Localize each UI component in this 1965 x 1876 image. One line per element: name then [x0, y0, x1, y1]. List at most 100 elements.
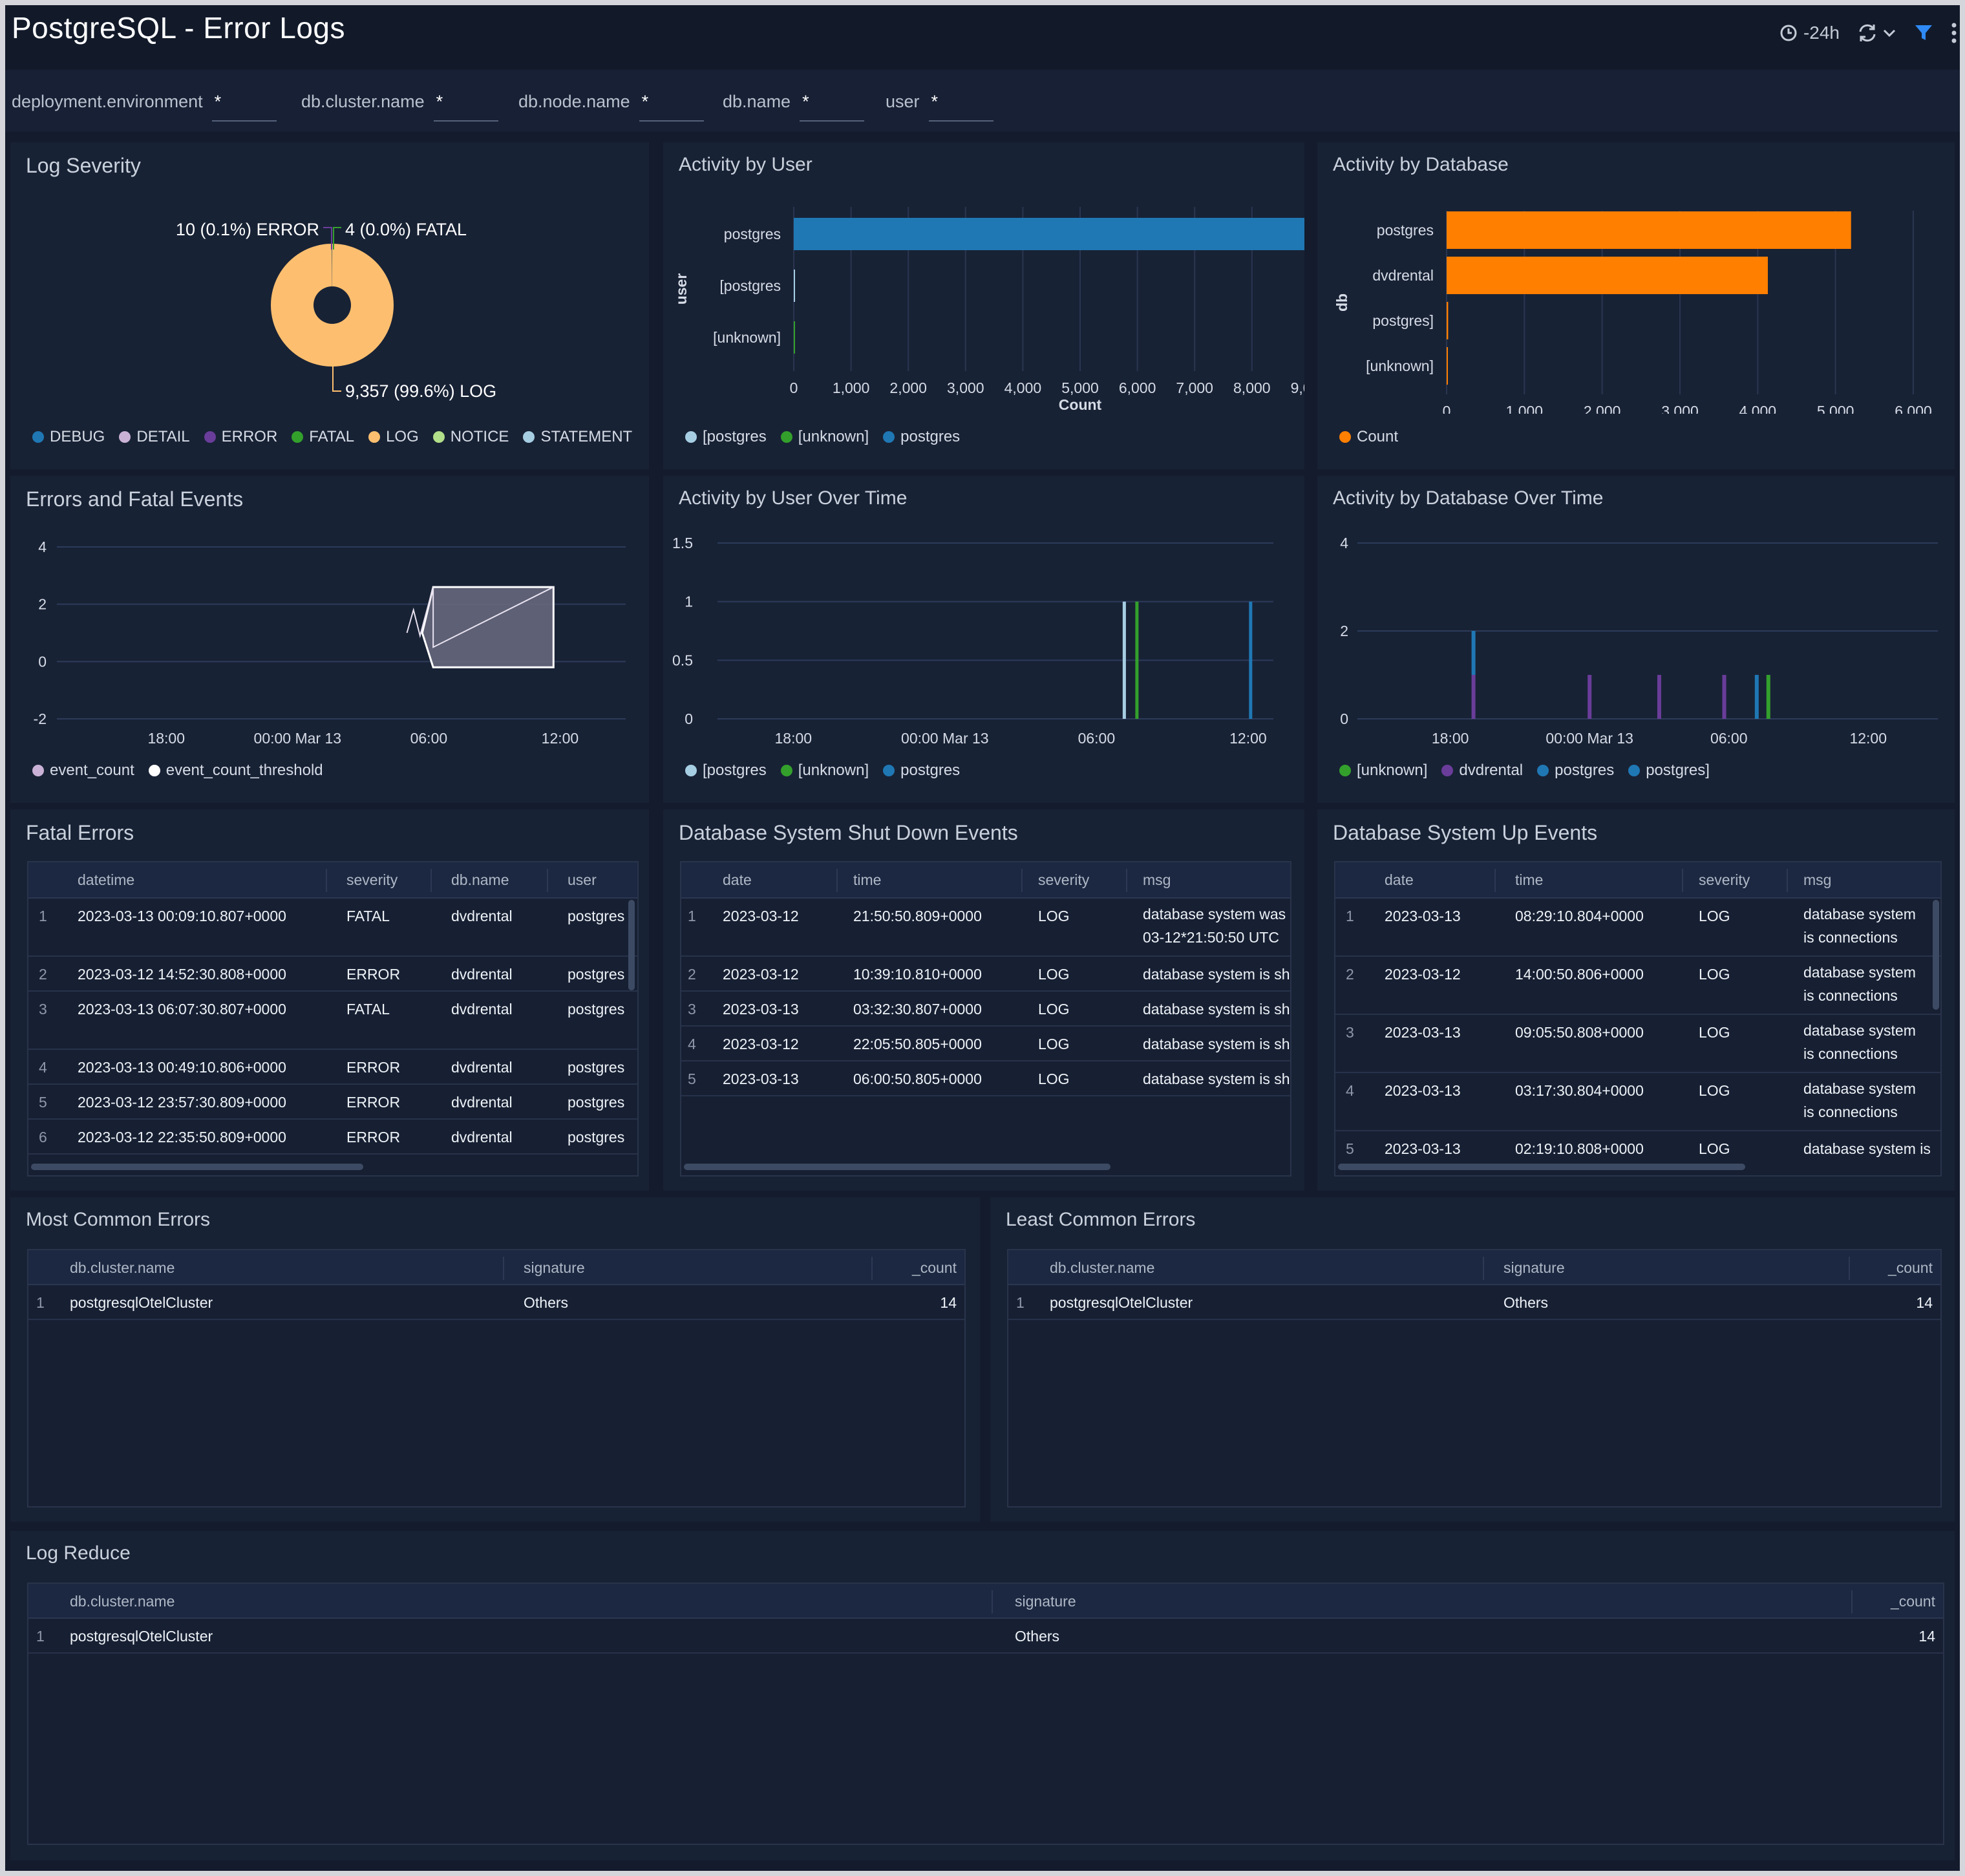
horizontal-scrollbar[interactable]	[684, 1164, 1110, 1170]
vertical-scrollbar[interactable]	[1933, 900, 1939, 1010]
legend-label: postgres	[900, 428, 961, 445]
legend-item[interactable]: Count	[1339, 428, 1398, 446]
legend-item[interactable]: [unknown]	[780, 762, 869, 780]
column-header-date[interactable]: date	[723, 871, 752, 888]
table-row[interactable]: 5 2023-03-13 02:19:10.808+0000 LOG datab…	[1335, 1131, 1940, 1166]
legend-item[interactable]: postgres]	[1628, 762, 1710, 780]
legend-item[interactable]: DETAIL	[119, 428, 190, 446]
y-tick-label: 1	[685, 593, 693, 610]
filter-user[interactable]: user *	[886, 92, 993, 122]
legend-item[interactable]: postgres	[883, 428, 960, 446]
column-header-severity[interactable]: severity	[1699, 871, 1750, 888]
table-row[interactable]: 2 2023-03-12 14:00:50.806+0000 LOG datab…	[1335, 957, 1940, 1015]
filter-value-input[interactable]: *	[433, 92, 498, 122]
table-row[interactable]: 1 2023-03-13 00:09:10.807+0000 FATAL dvd…	[28, 899, 637, 957]
column-header-db-cluster-name[interactable]: db.cluster.name	[70, 1593, 175, 1610]
filter-value-input[interactable]: *	[211, 92, 277, 122]
table-row[interactable]: 4 2023-03-12 22:05:50.805+0000 LOG datab…	[681, 1027, 1290, 1061]
table-row[interactable]: 1 postgresqlOtelCluster Others 14	[28, 1619, 1943, 1654]
filter-value-input[interactable]: *	[639, 92, 704, 122]
column-header-signature[interactable]: signature	[1015, 1593, 1076, 1610]
panel-most-common-errors: Most Common Errors db.cluster.name signa…	[10, 1197, 980, 1522]
legend-dot	[148, 765, 160, 776]
column-header-time[interactable]: time	[1515, 871, 1544, 888]
column-header-datetime[interactable]: datetime	[78, 871, 135, 888]
legend-item[interactable]: [postgres	[685, 428, 767, 446]
column-header-user[interactable]: user	[568, 871, 597, 888]
column-header-severity[interactable]: severity	[1038, 871, 1090, 888]
cell-date: 2023-03-12	[723, 966, 799, 983]
column-header-count[interactable]: _count	[1887, 1259, 1933, 1276]
row-index: 4	[39, 1059, 47, 1076]
table-row[interactable]: 3 2023-03-13 03:32:30.807+0000 LOG datab…	[681, 992, 1290, 1027]
refresh-button[interactable]	[1856, 23, 1896, 43]
legend-item[interactable]: NOTICE	[432, 428, 509, 446]
legend-item[interactable]: DEBUG	[32, 428, 105, 446]
table-row[interactable]: 3 2023-03-13 09:05:50.808+0000 LOG datab…	[1335, 1015, 1940, 1073]
column-header-msg[interactable]: msg	[1143, 871, 1171, 888]
column-header-msg[interactable]: msg	[1803, 871, 1832, 888]
table-row[interactable]: 5 2023-03-12 23:57:30.809+0000 ERROR dvd…	[28, 1085, 637, 1120]
column-header-db-name[interactable]: db.name	[451, 871, 509, 888]
y-category-label: [unknown]	[1366, 357, 1434, 374]
table-row[interactable]: 4 2023-03-13 00:49:10.806+0000 ERROR dvd…	[28, 1050, 637, 1085]
legend-item[interactable]: dvdrental	[1441, 762, 1523, 780]
table-row[interactable]: 1 postgresqlOtelCluster Others 14	[1008, 1285, 1940, 1320]
legend-item[interactable]: [unknown]	[1339, 762, 1427, 780]
y-tick-label: 4	[1340, 535, 1348, 551]
legend-item[interactable]: [postgres	[685, 762, 767, 780]
table-row[interactable]: 4 2023-03-13 03:17:30.804+0000 LOG datab…	[1335, 1073, 1940, 1131]
cell-signature: Others	[1503, 1294, 1549, 1311]
x-tick-label: 06:00	[1710, 730, 1748, 747]
table-row[interactable]: 2 2023-03-12 14:52:30.808+0000 ERROR dvd…	[28, 957, 637, 992]
legend-item[interactable]: [unknown]	[780, 428, 869, 446]
filter-db-cluster-name[interactable]: db.cluster.name *	[301, 92, 498, 122]
horizontal-scrollbar[interactable]	[1338, 1164, 1745, 1170]
filter-db-name[interactable]: db.name *	[723, 92, 865, 122]
table-row[interactable]: 1 2023-03-13 08:29:10.804+0000 LOG datab…	[1335, 899, 1940, 957]
legend-item[interactable]: event_count_threshold	[148, 762, 323, 780]
x-tick-label: 4,000	[1004, 379, 1042, 396]
x-tick-label: 5,000	[1061, 379, 1099, 396]
column-divider	[1849, 1257, 1850, 1280]
table-row[interactable]: 5 2023-03-13 06:00:50.805+0000 LOG datab…	[681, 1061, 1290, 1096]
row-index: 1	[36, 1628, 45, 1645]
legend-item[interactable]: postgres	[1537, 762, 1614, 780]
legend-item[interactable]: STATEMENT	[523, 428, 632, 446]
x-tick-label: 18:00	[147, 730, 185, 747]
table-row[interactable]: 1 2023-03-12 21:50:50.809+0000 LOG datab…	[681, 899, 1290, 957]
time-range-button[interactable]: -24h	[1779, 23, 1840, 43]
filter-value-input[interactable]: *	[800, 92, 865, 122]
filter-value-input[interactable]: *	[928, 92, 993, 122]
column-header-db-cluster-name[interactable]: db.cluster.name	[70, 1259, 175, 1276]
table-row[interactable]: 1 postgresqlOtelCluster Others 14	[28, 1285, 964, 1320]
filter-button[interactable]	[1913, 23, 1934, 43]
column-header-db-cluster-name[interactable]: db.cluster.name	[1050, 1259, 1155, 1276]
filter-db-node-name[interactable]: db.node.name *	[518, 92, 704, 122]
legend-label: DEBUG	[50, 428, 105, 445]
legend-item[interactable]: ERROR	[204, 428, 277, 446]
legend-item[interactable]: event_count	[32, 762, 134, 780]
column-header-count[interactable]: _count	[1890, 1593, 1935, 1610]
x-tick-label: 4,000	[1739, 403, 1777, 414]
column-header-severity[interactable]: severity	[346, 871, 398, 888]
vertical-scrollbar[interactable]	[628, 900, 635, 990]
table-row[interactable]: 2 2023-03-12 10:39:10.810+0000 LOG datab…	[681, 957, 1290, 992]
horizontal-scrollbar[interactable]	[31, 1164, 363, 1170]
column-header-date[interactable]: date	[1385, 871, 1414, 888]
filter-deployment-environment[interactable]: deployment.environment *	[12, 92, 277, 122]
legend-item[interactable]: postgres	[883, 762, 960, 780]
column-header-count[interactable]: _count	[911, 1259, 957, 1276]
more-options-button[interactable]	[1951, 22, 1957, 44]
legend-dot	[432, 431, 445, 443]
table-row[interactable]: 3 2023-03-13 06:07:30.807+0000 FATAL dvd…	[28, 992, 637, 1050]
cell-user: postgres	[568, 966, 625, 983]
column-header-signature[interactable]: signature	[524, 1259, 585, 1276]
table-row[interactable]: 6 2023-03-12 22:35:50.809+0000 ERROR dvd…	[28, 1120, 637, 1155]
column-header-time[interactable]: time	[853, 871, 882, 888]
legend-item[interactable]: LOG	[368, 428, 419, 446]
column-header-signature[interactable]: signature	[1503, 1259, 1565, 1276]
y-category-label: postgres]	[1372, 312, 1434, 329]
legend-item[interactable]: FATAL	[292, 428, 354, 446]
bar-0	[1447, 211, 1851, 249]
